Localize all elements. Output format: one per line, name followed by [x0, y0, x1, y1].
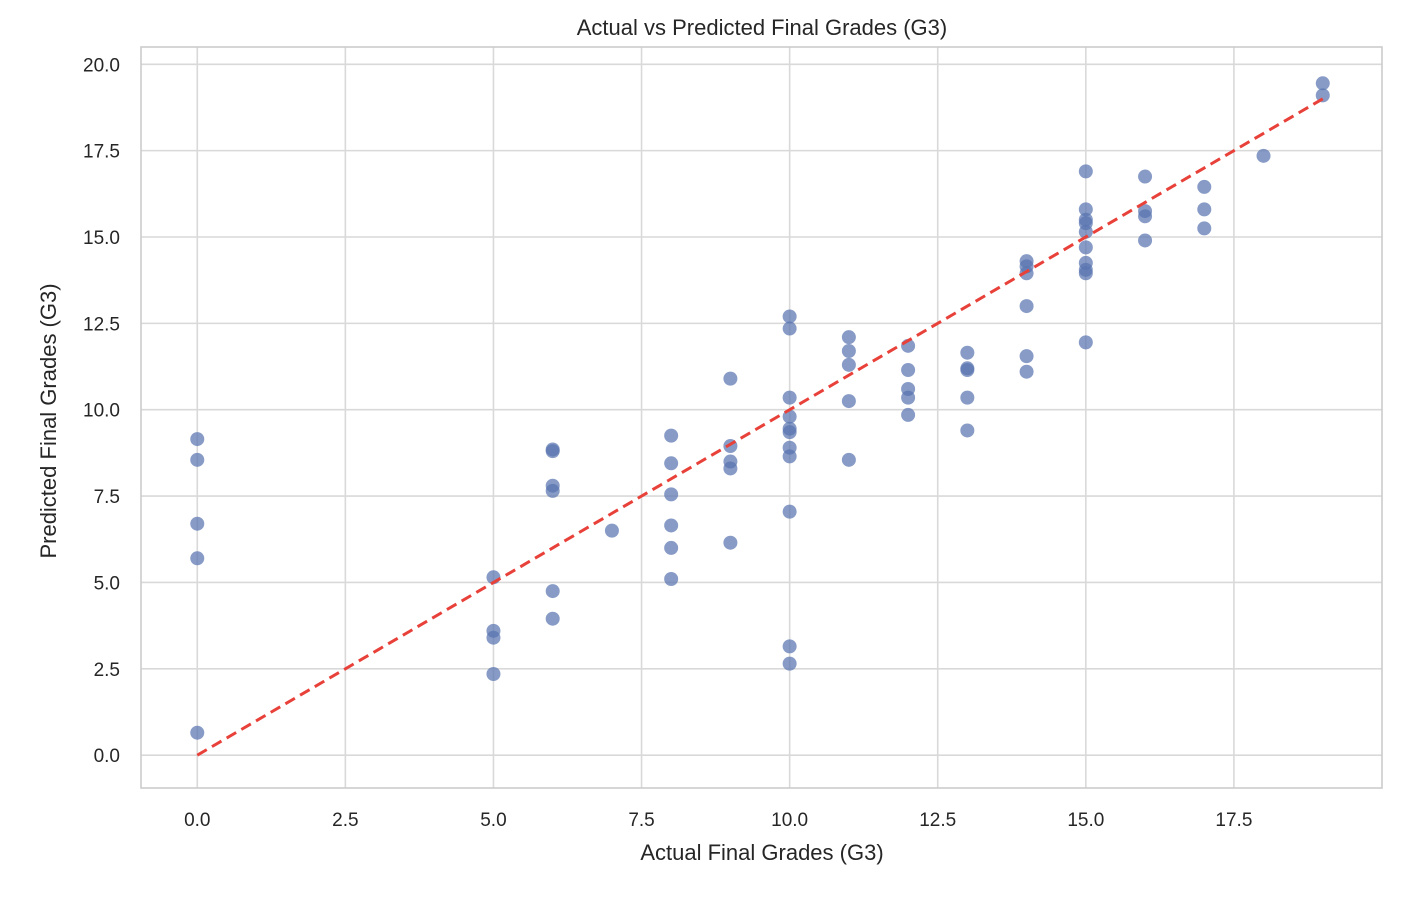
x-tick-label: 10.0: [771, 810, 808, 831]
data-point: [1078, 266, 1093, 281]
data-point: [782, 309, 797, 324]
data-point: [723, 461, 738, 476]
data-point: [486, 630, 501, 645]
x-tick-label: 2.5: [332, 810, 358, 831]
y-tick-label: 17.5: [83, 142, 120, 163]
data-point: [782, 425, 797, 440]
data-point: [1138, 233, 1153, 248]
y-tick-label: 7.5: [94, 487, 120, 508]
data-points: [190, 76, 1330, 740]
data-point: [1315, 76, 1330, 91]
data-point: [1197, 221, 1212, 236]
data-point: [901, 407, 916, 422]
x-axis-ticks: 0.0 2.5 5.0 7.5 10.0 12.5 15.0 17.5: [184, 810, 1252, 831]
x-tick-label: 7.5: [628, 810, 654, 831]
data-point: [190, 516, 205, 531]
data-point: [545, 611, 560, 626]
data-point: [960, 423, 975, 438]
data-point: [545, 483, 560, 498]
y-axis-label: Predicted Final Grades (G3): [36, 283, 61, 558]
plot-area-frame: [140, 46, 1383, 789]
data-point: [545, 584, 560, 599]
x-tick-label: 0.0: [184, 810, 210, 831]
y-tick-label: 5.0: [94, 573, 120, 594]
data-point: [1138, 169, 1153, 184]
data-point: [190, 551, 205, 566]
data-point: [841, 394, 856, 409]
data-point: [1078, 335, 1093, 350]
data-point: [782, 321, 797, 336]
data-point: [723, 535, 738, 550]
data-point: [664, 456, 679, 471]
data-point: [1019, 299, 1034, 314]
data-point: [486, 667, 501, 681]
y-tick-label: 20.0: [83, 55, 120, 76]
data-point: [604, 523, 619, 538]
data-point: [190, 432, 205, 447]
y-tick-label: 12.5: [83, 314, 120, 335]
data-point: [190, 725, 205, 740]
data-point: [841, 357, 856, 372]
data-point: [782, 656, 797, 671]
data-point: [960, 363, 975, 377]
data-point: [1019, 364, 1034, 379]
data-point: [960, 390, 975, 405]
x-tick-label: 15.0: [1067, 810, 1104, 831]
data-point: [782, 449, 797, 464]
reference-line-group: [196, 97, 1324, 757]
data-point: [782, 639, 797, 654]
data-point: [545, 444, 560, 459]
data-point: [841, 330, 856, 345]
data-point: [664, 428, 679, 443]
data-point: [841, 344, 856, 358]
data-point: [1078, 240, 1093, 255]
data-point: [1138, 209, 1153, 224]
data-point: [664, 540, 679, 555]
data-point: [1078, 202, 1093, 217]
data-point: [841, 452, 856, 467]
chart-title: Actual vs Predicted Final Grades (G3): [577, 15, 947, 40]
data-point: [1078, 224, 1093, 239]
y-axis-ticks: 0.0 2.5 5.0 7.5 10.0 12.5 15.0 17.5 20.0: [83, 55, 120, 767]
x-axis-label: Actual Final Grades (G3): [640, 840, 883, 865]
data-point: [901, 390, 916, 405]
y-tick-label: 15.0: [83, 228, 120, 249]
data-point: [1197, 202, 1212, 217]
data-point: [664, 572, 679, 586]
data-point: [960, 345, 975, 360]
data-point: [782, 390, 797, 405]
data-point: [723, 371, 738, 386]
y-tick-label: 10.0: [83, 401, 120, 422]
data-point: [1315, 88, 1330, 103]
data-point: [1078, 164, 1093, 179]
reference-line: [196, 97, 1324, 757]
data-point: [664, 518, 679, 533]
data-point: [782, 504, 797, 519]
data-point: [1197, 179, 1212, 194]
y-tick-label: 0.0: [94, 746, 120, 767]
y-tick-label: 2.5: [94, 660, 120, 681]
x-tick-label: 5.0: [480, 810, 506, 831]
data-point: [1256, 148, 1271, 163]
x-tick-label: 17.5: [1215, 810, 1252, 831]
x-tick-label: 12.5: [919, 810, 956, 831]
grid-lines: [141, 47, 1382, 788]
data-point: [190, 452, 205, 467]
data-point: [664, 487, 679, 502]
data-point: [901, 363, 916, 377]
data-point: [1019, 349, 1034, 364]
